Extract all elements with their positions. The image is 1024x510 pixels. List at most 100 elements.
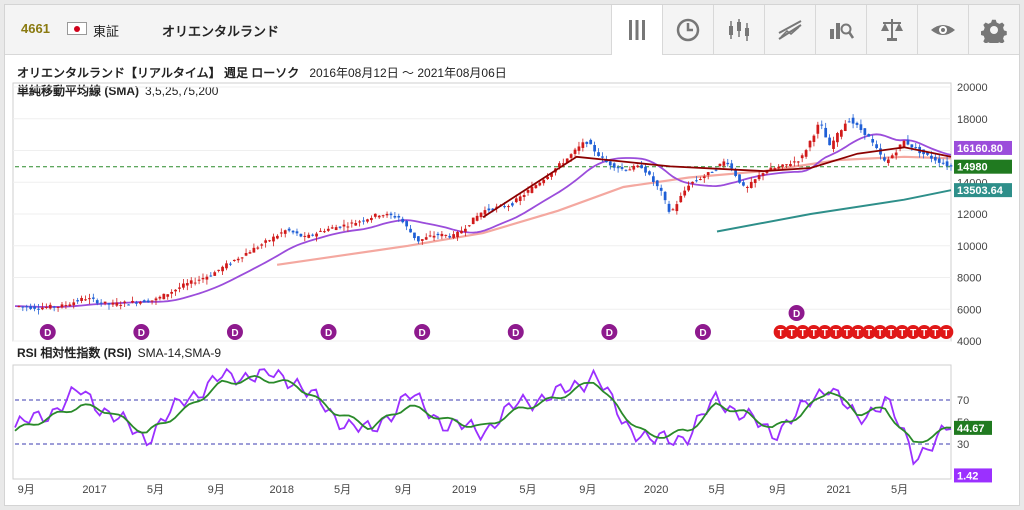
dividend-marker [788, 305, 805, 321]
event-marker [873, 325, 888, 339]
candle-body [279, 232, 283, 234]
candle-body [612, 163, 616, 168]
candle-body [91, 297, 95, 299]
candle-body [393, 215, 397, 218]
chart-style-icon [629, 20, 645, 40]
candle-body [620, 167, 624, 169]
candle-body [930, 155, 933, 159]
candle-body [467, 225, 471, 227]
price-tick-label: 20000 [957, 82, 988, 94]
candle-body [389, 213, 393, 216]
candle-body [432, 235, 436, 238]
price-tick-label: 8000 [957, 273, 981, 285]
candle-body [460, 230, 463, 234]
candle-body [514, 198, 518, 203]
event-marker-label: T [910, 328, 916, 339]
dividend-marker [320, 324, 337, 340]
candle-body [722, 161, 726, 166]
candle-body [373, 213, 377, 217]
event-marker [917, 325, 932, 339]
candle-body [436, 233, 440, 236]
candle-body [742, 182, 745, 186]
candle-body [111, 302, 115, 305]
candle-body [632, 165, 636, 170]
candle-body [315, 233, 318, 237]
candle-body [362, 220, 365, 222]
candle-body [342, 224, 346, 227]
candle-body [706, 172, 710, 176]
price-gridlines [13, 86, 951, 342]
candle-body [475, 215, 479, 221]
candle-body [820, 124, 824, 126]
rsi-green-line [14, 374, 952, 444]
candle-body [550, 173, 553, 177]
chart-style-button[interactable] [611, 5, 662, 55]
candle-body [334, 227, 338, 231]
candle-body [714, 169, 718, 171]
candle-body [397, 216, 401, 218]
analysis-button[interactable] [815, 5, 866, 55]
candle-body [405, 221, 408, 227]
watch-button[interactable] [917, 5, 968, 55]
candle-body [651, 176, 655, 182]
candle-body [193, 282, 197, 284]
candle-body [648, 171, 651, 175]
event-marker-label: T [943, 328, 949, 339]
candle-body [283, 230, 287, 234]
event-marker-label: T [932, 328, 938, 339]
candle-body [330, 227, 334, 229]
sma-200-line [716, 189, 952, 233]
candle-body [640, 165, 643, 169]
candle-body [785, 164, 788, 166]
x-axis-label: 2021 [826, 484, 850, 496]
candle-body [287, 228, 291, 231]
chart-area[interactable]: オリエンタルランド【リアルタイム】 週足 ローソク 2016年08月12日 ～ 2… [5, 55, 1019, 505]
candle-body [444, 234, 448, 236]
candle-body [910, 144, 914, 148]
analysis-icon [830, 23, 854, 39]
candle-body [56, 306, 60, 308]
candle-body [146, 300, 150, 303]
price-tags: 16160.80 14980 13503.64 [954, 140, 1012, 198]
candle-body [221, 266, 224, 272]
candle-body [655, 180, 659, 187]
candle-body [209, 275, 213, 277]
candle-body [879, 148, 882, 155]
x-axis-label: 2017 [82, 484, 106, 496]
candle-body [21, 306, 25, 308]
watch-eye-icon [931, 25, 955, 35]
candle-body [526, 190, 530, 193]
candle-body [558, 163, 561, 168]
candle-body [52, 306, 56, 308]
candle-body [781, 164, 784, 167]
candle-body [17, 306, 21, 308]
price-tick-label: 12000 [957, 209, 988, 221]
candle-body [323, 231, 326, 233]
company-name[interactable]: オリエンタルランド [162, 24, 280, 39]
compare-button[interactable] [866, 5, 917, 55]
x-axis-label: 2019 [452, 484, 476, 496]
clock-icon [676, 18, 700, 42]
candle-body [491, 208, 495, 211]
dividend-markers: D D D D D D D D D [39, 305, 805, 340]
candle-body [894, 152, 898, 156]
period-button[interactable] [662, 5, 713, 55]
sma-25-line [14, 133, 952, 308]
candlestick-button[interactable] [713, 5, 764, 55]
price-axis-ticks: 2000018000160001400012000100008000600040… [957, 82, 988, 348]
x-axis-label: 5月 [334, 484, 351, 496]
x-axis-label: 5月 [519, 484, 536, 496]
event-marker-label: T [866, 328, 872, 339]
candle-body [185, 283, 189, 286]
settings-button[interactable] [968, 5, 1019, 55]
trend-line-button[interactable] [764, 5, 815, 55]
candle-body [902, 140, 906, 148]
candle-body [589, 139, 593, 145]
candle-body [88, 298, 91, 300]
rsi-tag-label: 44.67 [957, 423, 985, 435]
candle-body [162, 293, 166, 300]
candle-body [370, 217, 373, 221]
candle-body [29, 306, 33, 309]
candle-body [898, 144, 902, 149]
candle-body [358, 221, 362, 223]
